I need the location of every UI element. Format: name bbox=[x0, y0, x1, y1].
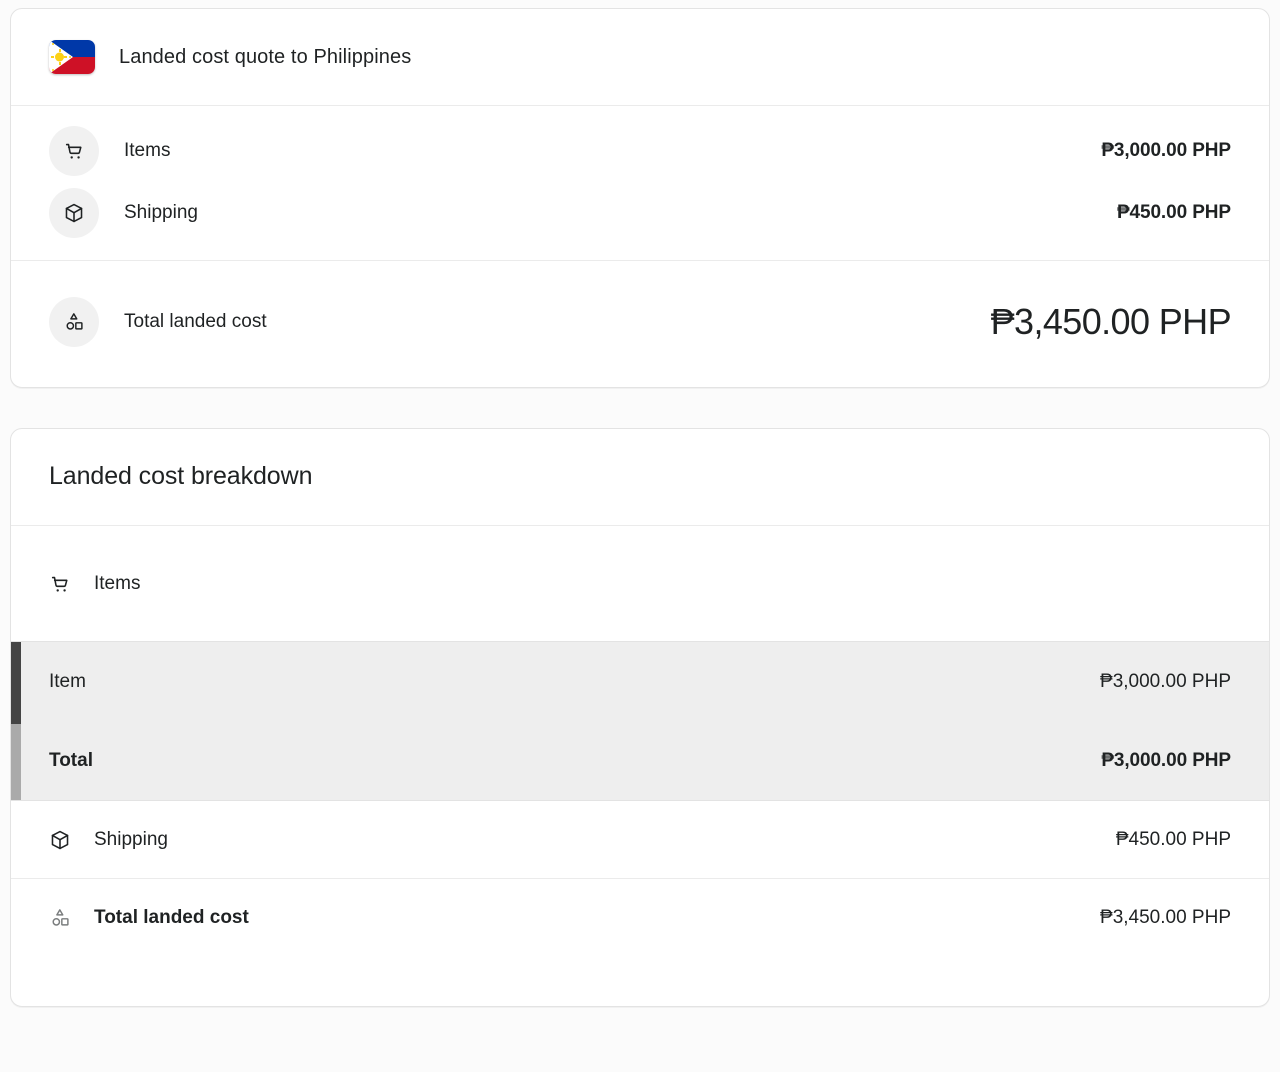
breakdown-title: Landed cost breakdown bbox=[49, 462, 313, 490]
summary-row-shipping: Shipping ₱450.00 PHP bbox=[49, 182, 1231, 244]
summary-row-label: Shipping bbox=[124, 202, 198, 223]
breakdown-items-group: Item ₱3,000.00 PHP Total ₱3,000.00 PHP bbox=[11, 641, 1269, 801]
breakdown-total-row: Total landed cost ₱3,450.00 PHP bbox=[11, 879, 1269, 956]
summary-row-value: ₱3,000.00 PHP bbox=[1101, 140, 1231, 161]
summary-total-section: Total landed cost ₱3,450.00 PHP bbox=[11, 261, 1269, 387]
breakdown-footer-spacer bbox=[11, 956, 1269, 1006]
divider bbox=[11, 878, 1269, 879]
breakdown-total-label: Total landed cost bbox=[94, 906, 249, 928]
breakdown-items-section-header: Items bbox=[11, 526, 1269, 641]
summary-row-items: Items ₱3,000.00 PHP bbox=[49, 120, 1231, 182]
box-cube-icon bbox=[49, 829, 71, 851]
box-cube-icon bbox=[49, 188, 99, 238]
divider bbox=[11, 525, 1269, 526]
breakdown-shipping-label: Shipping bbox=[94, 828, 168, 850]
breakdown-shipping-row: Shipping ₱450.00 PHP bbox=[11, 801, 1269, 878]
shopping-cart-icon bbox=[49, 573, 71, 595]
summary-total-value: ₱3,450.00 PHP bbox=[990, 301, 1232, 342]
breakdown-item-total-value: ₱3,000.00 PHP bbox=[1101, 749, 1231, 771]
breakdown-shipping-value: ₱450.00 PHP bbox=[1115, 828, 1231, 850]
shopping-cart-icon bbox=[49, 126, 99, 176]
landed-cost-summary-card: Landed cost quote to Philippines Items ₱… bbox=[10, 8, 1270, 388]
summary-row-value: ₱450.00 PHP bbox=[1116, 202, 1231, 223]
summary-cost-rows: Items ₱3,000.00 PHP Shipping ₱450.00 PHP bbox=[11, 106, 1269, 260]
summary-total-label: Total landed cost bbox=[124, 311, 267, 332]
shapes-icon bbox=[49, 297, 99, 347]
breakdown-item-total-label: Total bbox=[49, 749, 93, 771]
summary-total-row: Total landed cost ₱3,450.00 PHP bbox=[49, 283, 1232, 361]
vertical-scrollbar-thumb[interactable] bbox=[11, 642, 21, 725]
breakdown-total-value: ₱3,450.00 PHP bbox=[1100, 906, 1231, 928]
vertical-scrollbar-track[interactable] bbox=[11, 642, 21, 800]
breakdown-item-total-row: Total ₱3,000.00 PHP bbox=[11, 721, 1269, 800]
breakdown-item-label: Item bbox=[49, 670, 86, 692]
summary-row-label: Items bbox=[124, 140, 171, 161]
breakdown-items-label: Items bbox=[94, 572, 141, 594]
landed-cost-breakdown-card: Landed cost breakdown Items Item ₱3,000.… bbox=[10, 428, 1270, 1007]
breakdown-header: Landed cost breakdown bbox=[11, 429, 1269, 525]
page-title: Landed cost quote to Philippines bbox=[119, 45, 412, 68]
shapes-icon bbox=[49, 907, 71, 929]
breakdown-item-row: Item ₱3,000.00 PHP bbox=[11, 642, 1269, 721]
philippines-flag-icon bbox=[49, 40, 95, 74]
divider bbox=[11, 260, 1269, 261]
summary-header: Landed cost quote to Philippines bbox=[11, 9, 1269, 105]
divider bbox=[11, 105, 1269, 106]
breakdown-item-value: ₱3,000.00 PHP bbox=[1100, 670, 1231, 692]
